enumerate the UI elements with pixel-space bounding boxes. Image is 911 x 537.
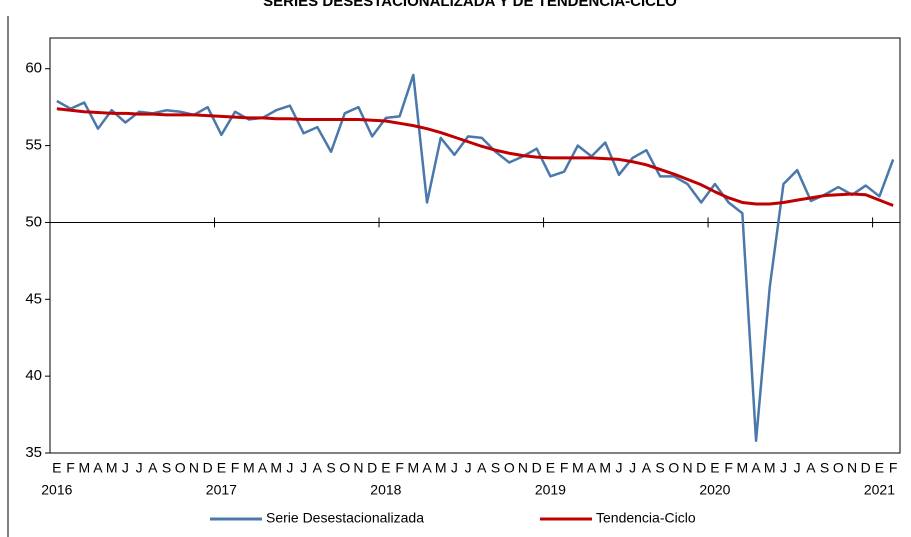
x-tick-label: A	[477, 460, 487, 476]
x-tick-label: A	[806, 460, 816, 476]
x-tick-label: D	[861, 460, 871, 476]
y-tick-label: 60	[25, 60, 42, 77]
x-group-label: 2019	[535, 482, 566, 498]
x-tick-label: F	[395, 460, 404, 476]
x-tick-label: O	[668, 460, 679, 476]
y-tick-label: 35	[25, 444, 42, 461]
x-group-label: 2016	[41, 482, 72, 498]
x-tick-label: F	[231, 460, 240, 476]
x-tick-label: J	[286, 460, 293, 476]
plot-area	[49, 37, 901, 454]
x-tick-label: N	[353, 460, 363, 476]
x-tick-label: M	[106, 460, 118, 476]
x-group-label: 2018	[370, 482, 401, 498]
x-tick-label: E	[546, 460, 555, 476]
x-tick-label: E	[381, 460, 390, 476]
x-tick-label: M	[407, 460, 419, 476]
x-tick-label: M	[599, 460, 611, 476]
x-tick-label: S	[162, 460, 171, 476]
x-tick-label: N	[847, 460, 857, 476]
x-tick-label: S	[655, 460, 664, 476]
x-tick-label: J	[465, 460, 472, 476]
x-tick-label: J	[300, 460, 307, 476]
x-tick-label: J	[451, 460, 458, 476]
x-tick-label: M	[572, 460, 584, 476]
legend-label: Tendencia-Ciclo	[596, 510, 696, 526]
x-tick-label: E	[710, 460, 719, 476]
x-tick-label: S	[820, 460, 829, 476]
x-tick-label: O	[339, 460, 350, 476]
x-tick-label: N	[189, 460, 199, 476]
x-tick-label: A	[587, 460, 597, 476]
x-tick-label: O	[504, 460, 515, 476]
y-tick-label: 40	[25, 367, 42, 384]
x-tick-label: A	[258, 460, 268, 476]
x-tick-label: E	[875, 460, 884, 476]
x-tick-label: A	[422, 460, 432, 476]
x-tick-label: M	[435, 460, 447, 476]
x-group-label: 2020	[699, 482, 730, 498]
x-tick-label: S	[491, 460, 500, 476]
x-tick-label: J	[629, 460, 636, 476]
legend-label: Serie Desestacionalizada	[266, 510, 424, 526]
x-tick-label: J	[122, 460, 129, 476]
x-tick-label: D	[696, 460, 706, 476]
x-tick-label: J	[615, 460, 622, 476]
x-tick-label: O	[833, 460, 844, 476]
x-tick-label: F	[560, 460, 569, 476]
x-tick-label: N	[518, 460, 528, 476]
x-tick-label: N	[682, 460, 692, 476]
x-tick-label: E	[52, 460, 61, 476]
x-tick-label: E	[217, 460, 226, 476]
x-tick-label: A	[751, 460, 761, 476]
x-tick-label: M	[243, 460, 255, 476]
x-tick-label: M	[737, 460, 749, 476]
x-tick-label: F	[66, 460, 75, 476]
y-tick-label: 50	[25, 213, 42, 230]
series-line	[56, 73, 895, 442]
x-tick-label: A	[313, 460, 323, 476]
x-tick-label: M	[764, 460, 776, 476]
x-tick-label: D	[532, 460, 542, 476]
x-tick-label: M	[78, 460, 90, 476]
x-tick-label: D	[203, 460, 213, 476]
x-tick-label: A	[642, 460, 652, 476]
x-tick-label: J	[136, 460, 143, 476]
x-tick-label: O	[175, 460, 186, 476]
x-group-label: 2021	[864, 482, 895, 498]
series-line	[56, 107, 894, 207]
y-tick-label: 45	[25, 290, 42, 307]
x-tick-label: F	[889, 460, 898, 476]
x-tick-label: D	[367, 460, 377, 476]
chart-title: SERIES DESESTACIONALIZADA Y DE TENDENCIA…	[263, 0, 677, 10]
x-tick-label: M	[270, 460, 282, 476]
x-tick-label: J	[780, 460, 787, 476]
x-tick-label: A	[148, 460, 158, 476]
x-group-label: 2017	[206, 482, 237, 498]
y-tick-label: 55	[25, 137, 42, 154]
x-tick-label: S	[326, 460, 335, 476]
x-tick-label: F	[724, 460, 733, 476]
x-tick-label: J	[794, 460, 801, 476]
x-tick-label: A	[93, 460, 103, 476]
